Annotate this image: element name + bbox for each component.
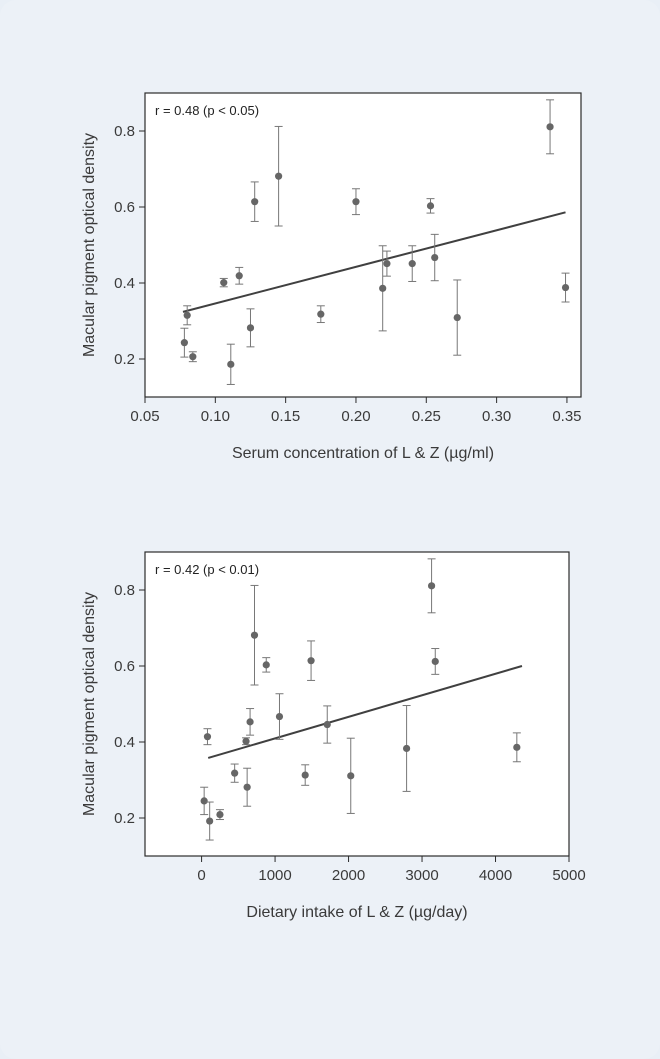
data-point <box>431 657 439 666</box>
data-point <box>275 172 283 180</box>
plot-area <box>144 92 582 398</box>
x-tick-label: 0.30 <box>482 408 511 425</box>
data-point <box>408 260 416 268</box>
data-point <box>251 198 259 206</box>
data-point <box>231 769 239 777</box>
y-tick-label: 0.4 <box>114 275 135 292</box>
data-point <box>189 353 197 361</box>
data-point <box>323 720 331 729</box>
x-tick-label: 3000 <box>405 867 438 884</box>
y-tick-label: 0.8 <box>114 123 135 140</box>
data-point <box>216 810 224 819</box>
data-point <box>206 817 214 825</box>
y-tick-label: 0.2 <box>114 351 135 368</box>
data-point <box>426 202 435 210</box>
data-point <box>513 743 521 751</box>
data-point <box>546 123 554 131</box>
y-tick-label: 0.2 <box>114 810 135 827</box>
data-point <box>246 718 254 726</box>
x-tick-label: 0.20 <box>341 408 370 425</box>
x-tick-label: 0.05 <box>130 408 159 425</box>
data-point <box>352 198 360 206</box>
x-tick-label: 1000 <box>258 867 291 884</box>
x-tick-label: 2000 <box>332 867 365 884</box>
data-point <box>307 657 315 665</box>
data-point <box>383 260 391 268</box>
x-tick-label: 0 <box>197 867 205 884</box>
data-point <box>180 339 188 347</box>
x-axis-title: Serum concentration of L & Z (µg/ml) <box>232 445 494 462</box>
data-point <box>317 310 325 318</box>
data-point <box>250 631 259 639</box>
data-point <box>246 324 255 332</box>
correlation-annotation: r = 0.42 (p < 0.01) <box>155 562 259 577</box>
data-point <box>235 272 243 280</box>
data-point <box>262 661 270 669</box>
y-tick-label: 0.4 <box>114 734 135 751</box>
x-tick-label: 0.15 <box>271 408 300 425</box>
y-tick-label: 0.6 <box>114 658 135 675</box>
x-tick-label: 0.35 <box>552 408 581 425</box>
regression-line <box>207 665 523 759</box>
data-point <box>403 744 411 753</box>
data-point <box>347 772 355 780</box>
data-point <box>242 737 250 745</box>
data-point <box>561 283 570 292</box>
data-point <box>220 279 228 287</box>
y-axis-title: Macular pigment optical density <box>81 592 98 816</box>
data-point <box>183 311 191 319</box>
data-point <box>203 733 212 741</box>
x-tick-label: 0.25 <box>412 408 441 425</box>
data-point <box>431 253 439 262</box>
data-point <box>200 797 208 805</box>
x-tick-label: 5000 <box>552 867 585 884</box>
chart-serum-vs-mpod: 0.05 0.10 0.15 0.20 0.25 0.30 0.35 0.2 0.4 0.6 0.8… <box>81 92 582 462</box>
plot-area <box>144 551 570 857</box>
y-tick-label: 0.6 <box>114 199 135 216</box>
regression-line <box>182 211 566 313</box>
x-tick-label: 0.10 <box>201 408 230 425</box>
y-tick-label: 0.8 <box>114 582 135 599</box>
correlation-annotation: r = 0.48 (p < 0.05) <box>155 103 259 118</box>
x-tick-label: 4000 <box>479 867 512 884</box>
data-point <box>243 783 251 791</box>
data-point <box>379 284 387 292</box>
data-point <box>275 712 284 721</box>
data-point <box>453 313 461 322</box>
x-axis-title: Dietary intake of L & Z (µg/day) <box>246 904 467 921</box>
data-point <box>227 360 235 368</box>
data-point <box>301 771 309 779</box>
data-point <box>427 582 436 590</box>
y-axis-title: Macular pigment optical density <box>81 133 98 357</box>
